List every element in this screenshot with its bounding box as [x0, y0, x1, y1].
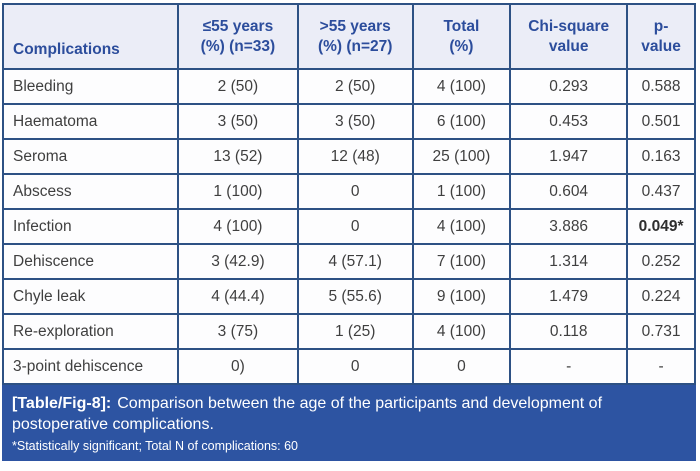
- table-cell: 5 (55.6): [296, 278, 414, 315]
- table-cell: 3 (50): [177, 103, 299, 140]
- table-cell: 0.501: [626, 103, 696, 140]
- column-header-p-value: p-value: [626, 3, 696, 70]
- table-cell: 0: [296, 208, 414, 245]
- table-row: Bleeding 2 (50) 2 (50) 4 (100) 0.293 0.588: [1, 68, 696, 105]
- table-cell: 1.479: [509, 278, 629, 315]
- table-cell: 0): [177, 348, 299, 385]
- table-cell: 2 (50): [296, 68, 414, 105]
- table-cell: 12 (48): [296, 138, 414, 175]
- table-cell: 6 (100): [411, 103, 512, 140]
- table-row: Seroma 13 (52) 12 (48) 25 (100) 1.947 0.163: [1, 138, 696, 175]
- table-caption: [Table/Fig-8]: Comparison between the age…: [2, 385, 696, 462]
- table-cell: 13 (52): [177, 138, 299, 175]
- table-row: Haematoma 3 (50) 3 (50) 6 (100) 0.453 0.501: [1, 103, 696, 140]
- table-cell: 4 (100): [177, 208, 299, 245]
- complications-table: Complications ≤55 years (%) (n=33) >55 year…: [1, 3, 696, 385]
- table-cell: 1 (100): [411, 173, 512, 210]
- row-label-cell: 3-point dehiscence: [1, 348, 180, 385]
- table-cell: 3 (75): [177, 313, 299, 350]
- table-cell: 0: [296, 173, 414, 210]
- table-cell: 0.293: [509, 68, 629, 105]
- table-cell: 1 (100): [177, 173, 299, 210]
- column-header-total: Total (%): [411, 3, 512, 70]
- table-cell: 3 (42.9): [177, 243, 299, 280]
- table-row: Chyle leak 4 (44.4) 5 (55.6) 9 (100) 1.479 0.…: [1, 278, 696, 315]
- row-label-cell: Seroma: [1, 138, 180, 175]
- table-cell: -: [626, 348, 696, 385]
- table-cell: -: [509, 348, 629, 385]
- caption-footnote: *Statistically significant; Total N of c…: [12, 439, 299, 454]
- table-cell: 2 (50): [177, 68, 299, 105]
- table-cell: 4 (44.4): [177, 278, 299, 315]
- table-cell: 1.314: [509, 243, 629, 280]
- caption-label: [Table/Fig-8]:: [12, 395, 112, 412]
- table-cell: 3 (50): [296, 103, 414, 140]
- row-label-cell: Haematoma: [1, 103, 180, 140]
- table-cell: 0: [296, 348, 414, 385]
- table-cell: 4 (57.1): [296, 243, 414, 280]
- column-header-complications: Complications: [1, 3, 180, 70]
- table-row: 3-point dehiscence 0) 0 0- -: [1, 348, 696, 385]
- table-cell: 1.947: [509, 138, 629, 175]
- table-row: Dehiscence 3 (42.9) 4 (57.1) 7 (100) 1.314 0.…: [1, 243, 696, 280]
- table-cell: 0.437: [626, 173, 696, 210]
- table-cell: 0.224: [626, 278, 696, 315]
- table-cell: 4 (100): [411, 313, 512, 350]
- table-cell: 0.588: [626, 68, 696, 105]
- table-figure: Complications ≤55 years (%) (n=33) >55 year…: [1, 3, 696, 462]
- table-row: Infection 4 (100) 0 4 (100) 3.886 0.049*: [1, 208, 696, 245]
- row-label-cell: Infection: [1, 208, 180, 245]
- table-cell: 0.049*: [626, 208, 696, 245]
- caption-text: Comparison between the age of the partic…: [12, 395, 603, 434]
- table-cell: 4 (100): [411, 208, 512, 245]
- table-cell: 7 (100): [411, 243, 512, 280]
- row-label-cell: Dehiscence: [1, 243, 180, 280]
- table-cell: 0.252: [626, 243, 696, 280]
- table-cell: 0: [411, 348, 512, 385]
- column-header-gt55-years: >55 years (%) (n=27): [296, 3, 414, 70]
- table-cell: 0.731: [626, 313, 696, 350]
- table-row: Abscess 1 (100) 0 1 (100) 0.604 0.437: [1, 173, 696, 210]
- row-label-cell: Abscess: [1, 173, 180, 210]
- table-cell: 0.453: [509, 103, 629, 140]
- table-cell: 25 (100): [411, 138, 512, 175]
- table-cell: 0.163: [626, 138, 696, 175]
- table-cell: 4 (100): [411, 68, 512, 105]
- column-header-chi-square: Chi-square value: [509, 3, 629, 70]
- table-cell: 0.118: [509, 313, 629, 350]
- row-label-cell: Re-exploration: [1, 313, 180, 350]
- table-cell: 9 (100): [411, 278, 512, 315]
- table-header-row: Complications ≤55 years (%) (n=33) >55 year…: [1, 3, 696, 70]
- table-row: Re-exploration 3 (75) 1 (25) 4 (100) 0.118 0.…: [1, 313, 696, 350]
- table-cell: 1 (25): [296, 313, 414, 350]
- table-cell: 0.604: [509, 173, 629, 210]
- column-header-le55-years: ≤55 years (%) (n=33): [177, 3, 299, 70]
- caption-main: [Table/Fig-8]: Comparison between the age…: [12, 393, 686, 435]
- table-cell: 3.886: [509, 208, 629, 245]
- row-label-cell: Chyle leak: [1, 278, 180, 315]
- row-label-cell: Bleeding: [1, 68, 180, 105]
